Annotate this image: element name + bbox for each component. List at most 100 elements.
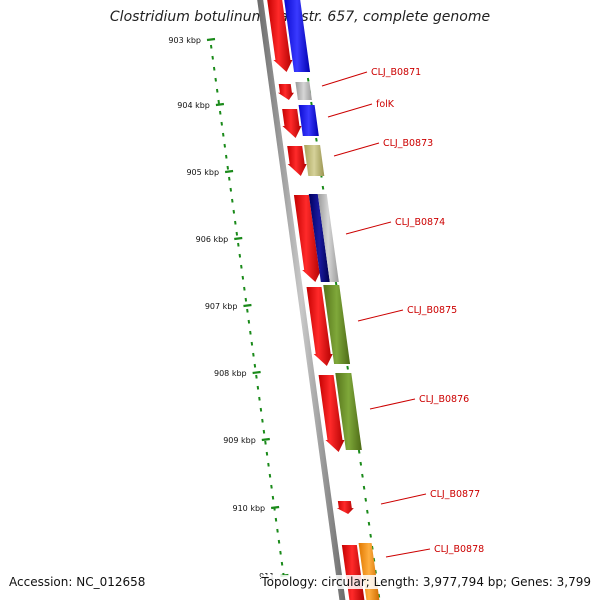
ruler-minor-tick	[264, 440, 267, 445]
cds-arrow	[282, 109, 302, 138]
ruler-dot	[359, 461, 363, 466]
ruler-dot	[306, 77, 310, 82]
ruler-dot	[346, 365, 349, 370]
gene-label: CLJ_B0871	[371, 67, 421, 78]
cds-arrow	[293, 195, 322, 282]
ruler-minor-tick	[232, 209, 236, 214]
navy-feature	[308, 194, 330, 282]
ruler-minor-tick	[211, 55, 214, 60]
ruler-tick-label: 904 kbp	[177, 101, 210, 110]
ruler-dot	[367, 521, 371, 526]
ruler-minor-tick	[261, 418, 264, 423]
ruler-minor-tick	[250, 341, 254, 346]
cds-arrow	[336, 501, 354, 514]
gray-feature	[295, 82, 312, 100]
gene-label: CLJ_B0877	[430, 489, 480, 500]
ruler-dot	[364, 497, 368, 502]
ruler-major-tick	[234, 236, 243, 241]
gene-label-leader	[345, 221, 392, 235]
ruler-major-tick	[270, 505, 280, 510]
ruler-dot	[334, 281, 338, 286]
ruler-minor-tick	[218, 110, 222, 115]
ruler-dot	[357, 449, 361, 454]
ruler-minor-tick	[234, 220, 237, 225]
gene-label-leader	[333, 142, 380, 157]
ruler-minor-tick	[280, 561, 284, 566]
ruler-minor-tick	[226, 165, 230, 170]
gene-label-leader	[385, 548, 431, 558]
topology-text: Topology: circular; Length: 3,977,794 bp…	[261, 575, 591, 589]
ruler-minor-tick	[259, 407, 263, 412]
ruler-minor-tick	[255, 374, 258, 379]
cds-arrow	[306, 287, 333, 366]
ruler-minor-tick	[252, 352, 255, 357]
ruler-minor-tick	[253, 363, 257, 368]
ruler-minor-tick	[258, 396, 261, 401]
ruler-minor-tick	[267, 462, 270, 467]
ruler-minor-tick	[228, 176, 231, 181]
gene-label-leader	[357, 309, 404, 322]
ruler-minor-tick	[274, 517, 278, 522]
gene-label: CLJ_B0874	[395, 217, 445, 228]
ruler-minor-tick	[220, 121, 223, 126]
ruler-dot	[315, 137, 318, 142]
olive-feature	[335, 373, 362, 450]
ruler-major-tick	[252, 370, 261, 375]
gene-label-leader	[327, 103, 373, 118]
ruler-dot	[371, 545, 374, 550]
ruler-minor-tick	[246, 308, 249, 313]
khaki-feature	[304, 145, 325, 176]
ruler-minor-tick	[268, 473, 272, 478]
gene-label: CLJ_B0873	[383, 138, 433, 149]
ruler-minor-tick	[214, 77, 217, 82]
olive-feature	[323, 285, 351, 364]
gene-label-leader	[380, 493, 427, 505]
gene-label: folK	[376, 99, 395, 110]
cds-arrow	[318, 375, 345, 452]
blue-feature	[298, 105, 319, 136]
ruler-minor-tick	[237, 242, 240, 247]
ruler-tick-label: 909 kbp	[223, 436, 256, 445]
ruler-tick-label: 906 kbp	[196, 235, 229, 244]
ruler-minor-tick	[247, 319, 251, 324]
ruler-minor-tick	[212, 66, 216, 71]
ruler-dot	[361, 473, 364, 478]
ruler-minor-tick	[262, 429, 266, 434]
cds-arrow	[287, 146, 307, 176]
gene-label: CLJ_B0878	[434, 544, 484, 555]
cds-arrow	[277, 84, 294, 100]
ruler-tick-label: 907 kbp	[205, 302, 238, 311]
ruler-dot	[366, 509, 369, 514]
accession-text: Accession: NC_012658	[9, 575, 146, 589]
ruler-minor-tick	[225, 154, 228, 159]
ruler-minor-tick	[240, 264, 243, 269]
ruler-major-tick	[224, 169, 234, 174]
ruler-dot	[369, 533, 372, 538]
ruler-minor-tick	[277, 539, 281, 544]
ruler-major-tick	[261, 437, 270, 442]
ruler-minor-tick	[244, 297, 248, 302]
ruler-minor-tick	[215, 88, 219, 93]
ruler-tick-label: 903 kbp	[168, 36, 201, 45]
ruler-minor-tick	[238, 253, 242, 258]
ruler-tick-label: 908 kbp	[214, 369, 247, 378]
gray-feature	[317, 194, 339, 282]
ruler-minor-tick	[270, 484, 273, 489]
ruler-major-tick	[206, 37, 216, 42]
ruler-major-tick	[215, 102, 225, 107]
ruler-dot	[321, 185, 325, 190]
ruler-minor-tick	[209, 44, 213, 49]
ruler-minor-tick	[223, 143, 226, 148]
ruler-minor-tick	[231, 198, 234, 203]
ruler-tick-label: 905 kbp	[186, 168, 219, 177]
ruler-dot	[310, 101, 313, 106]
ruler-minor-tick	[235, 231, 239, 236]
ruler-minor-tick	[276, 528, 279, 533]
gene-label: CLJ_B0875	[407, 305, 457, 316]
ruler-dot	[374, 569, 377, 574]
ruler-minor-tick	[241, 275, 245, 280]
ruler-dot	[377, 593, 381, 598]
backbone-axis	[257, 0, 346, 600]
ruler-minor-tick	[256, 385, 260, 390]
